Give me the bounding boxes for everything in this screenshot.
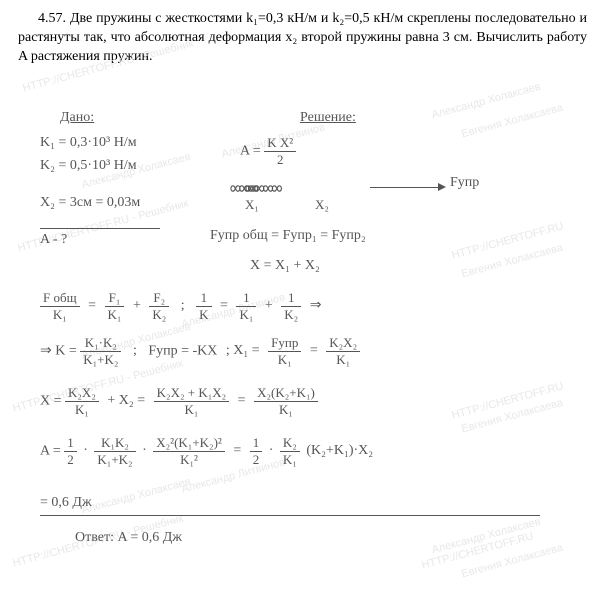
given-title: Дано: [60, 110, 94, 127]
watermark-text: Евгения Холаксаева [460, 542, 564, 581]
given-x2: X₂ = 3см = 0,03м [40, 195, 140, 212]
watermark-text: Евгения Холаксаева [460, 102, 564, 141]
k-derivation-1: F общ K₁ = F₁ K₁ + F₂ K₂ ; 1 K = 1 K₁ + … [40, 290, 326, 322]
watermark-text: Евгения Холаксаева [460, 397, 564, 436]
watermark-text: HTTP://CHERTOFF.RU [450, 220, 564, 261]
watermark-text: Александр Холаксаев [430, 516, 542, 557]
x1-label: X₁ [245, 197, 259, 213]
force-arrow-line [370, 187, 440, 188]
result-value: = 0,6 Дж [40, 495, 92, 512]
formula-work: A = K X² 2 [240, 135, 296, 167]
force-label: Fупр [450, 175, 479, 192]
watermark-text: Евгения Холаксаева [460, 242, 564, 281]
x2-label: X₂ [315, 197, 329, 213]
problem-number: 4.57. [38, 11, 66, 26]
x-expansion: X = K₂X₂ K₁ + X₂ = K₂X₂ + K₁X₂ K₁ = X₂(K… [40, 385, 318, 417]
watermark-text: Александр Холаксаев [430, 81, 542, 122]
final-answer: Ответ: A = 0,6 Дж [75, 530, 182, 547]
work-final: A = 1 2 · K₁K₂ K₁+K₂ · X₂²(K₁+K₂)² K₁² =… [40, 435, 376, 467]
x-equation: X = X₁ + X₂ [250, 258, 320, 275]
k-result: ⇒ K = K₁·K₂ K₁+K₂ ; Fупр = -KX ; X₁ = Fу… [40, 335, 360, 367]
solution-title: Решение: [300, 110, 356, 127]
force-equation: Fупр общ = Fупр₁ = Fупр₂ [210, 228, 366, 245]
given-k1: K₁ = 0,3·10³ Н/м [40, 135, 137, 152]
watermark-text: Александр Холаксаев [80, 476, 192, 517]
watermark-text: HTTP://CHERTOFF.RU [420, 530, 534, 571]
given-find: A - ? [40, 228, 160, 249]
force-arrow-head [438, 183, 446, 191]
given-k2: K₂ = 0,5·10³ Н/м [40, 158, 137, 175]
watermark-text: HTTP://CHERTOFF.RU [450, 380, 564, 421]
result-underline [40, 515, 540, 516]
problem-statement: 4.57. Две пружины с жесткостями k₁=0,3 к… [0, 0, 605, 72]
problem-body: Две пружины с жесткостями k₁=0,3 кН/м и … [18, 11, 587, 64]
